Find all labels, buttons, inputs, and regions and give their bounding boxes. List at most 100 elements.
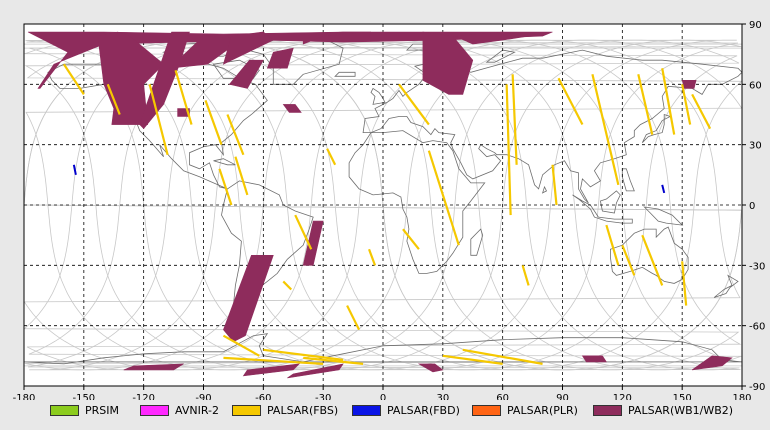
x-tick-label: 150 <box>673 393 692 400</box>
swath-fbs <box>222 334 260 357</box>
legend-item: PALSAR(PLR) <box>472 403 578 417</box>
swath-fbs <box>462 348 543 365</box>
swath-wb <box>266 47 294 69</box>
swath-fbs <box>346 305 361 331</box>
swath-fbs <box>226 114 245 156</box>
legend-item: PALSAR(FBS) <box>232 403 338 417</box>
swath-fbs <box>204 100 223 146</box>
coast-africa <box>348 130 486 274</box>
legend-label: PALSAR(PLR) <box>507 403 578 417</box>
swath-wb <box>223 255 274 343</box>
swath-wb <box>581 355 607 363</box>
swath-wb <box>691 355 733 371</box>
y-tick-label: 30 <box>749 141 762 152</box>
swath-fbs <box>681 84 692 125</box>
swath-fbs <box>368 248 377 266</box>
swath-wb <box>302 31 372 45</box>
orbit-track <box>25 39 737 371</box>
swath-wb <box>282 104 302 113</box>
swath-fbs <box>303 356 364 365</box>
swath-fbs <box>681 261 688 306</box>
legend-label: PRSIM <box>85 403 119 417</box>
swath-wb <box>123 363 184 371</box>
swath-fbs <box>282 280 293 291</box>
swath-wb <box>422 31 474 95</box>
legend: PRSIM AVNIR-2 PALSAR(FBS) PALSAR(FBD) PALSAR… <box>0 401 770 421</box>
latitude-ticks: 90 60 30 0 -30 -60 -90 <box>742 20 765 393</box>
coast-nz <box>713 274 739 298</box>
swath-fbs <box>234 156 249 196</box>
x-tick-label: 30 <box>436 393 449 400</box>
orbit-track <box>26 39 739 371</box>
y-tick-label: -60 <box>749 322 765 333</box>
y-tick-label: 60 <box>749 80 762 91</box>
x-tick-label: -150 <box>72 393 95 400</box>
swath-fbs <box>174 69 193 125</box>
y-tick-label: -90 <box>749 382 765 393</box>
x-tick-label: 60 <box>496 393 509 400</box>
swath-wb <box>417 363 444 373</box>
swath-fbs <box>398 83 430 126</box>
coast-new-guinea <box>643 206 684 226</box>
x-tick-label: 120 <box>613 393 632 400</box>
orbit-track <box>26 39 743 371</box>
coast-australia <box>610 226 689 284</box>
legend-swatch <box>593 404 622 416</box>
swath-wb <box>242 363 301 377</box>
swath-fbs <box>621 244 636 276</box>
swath-fbs <box>218 168 233 206</box>
swath-fbs <box>106 83 121 115</box>
legend-item: PALSAR(FBD) <box>352 403 460 417</box>
coast-indonesia <box>572 194 633 224</box>
swath-wb <box>222 31 274 65</box>
coast-europe-asia <box>362 49 743 204</box>
coast-japan <box>641 113 672 143</box>
orbit-track <box>26 39 742 371</box>
coast-sri-lanka <box>541 185 548 194</box>
orbit-track <box>24 39 738 371</box>
swath-fbs <box>557 77 584 126</box>
longitude-ticks: -180 -150 -120 -90 -60 -30 0 30 60 90 120 150 180 <box>13 386 752 400</box>
legend-swatch <box>232 404 261 416</box>
graticule <box>24 24 742 386</box>
swath-fbs <box>505 84 512 216</box>
swath-fbs <box>427 150 460 246</box>
swath-fbs <box>223 356 324 365</box>
x-tick-label: -180 <box>13 393 36 400</box>
swath-fbd <box>72 164 77 176</box>
swath-fbs <box>591 74 620 186</box>
swath-fbs <box>637 74 654 135</box>
legend-label: AVNIR-2 <box>175 403 219 417</box>
legend-item: PRSIM <box>50 403 119 417</box>
swath-fbs <box>442 354 503 365</box>
swath-wb <box>287 363 344 379</box>
legend-swatch <box>352 404 381 416</box>
swath-fbs <box>148 84 169 155</box>
swath-fbs <box>402 228 420 250</box>
swath-fbs <box>263 348 344 361</box>
map-canvas: -180 -150 -120 -90 -60 -30 0 30 60 90 120 150 180 90… <box>13 20 766 400</box>
swath-fbs <box>294 214 313 250</box>
orbit-track <box>29 39 741 371</box>
y-tick-label: -30 <box>749 261 765 272</box>
observation-swaths <box>27 31 733 379</box>
y-tick-label: 0 <box>749 201 755 212</box>
coast-madagascar <box>470 228 484 256</box>
x-tick-label: 180 <box>732 393 751 400</box>
swath-fbs <box>691 93 712 130</box>
x-tick-label: 0 <box>380 393 386 400</box>
swath-fbs <box>641 234 664 286</box>
x-tick-label: -90 <box>195 393 211 400</box>
coast-novaya-zemlya <box>485 49 516 63</box>
swath-fbs <box>661 68 676 135</box>
swath-fbs <box>326 148 337 166</box>
swath-wb <box>139 31 190 130</box>
x-tick-label: 90 <box>556 393 569 400</box>
swath-wb <box>681 80 697 89</box>
swath-fbs <box>521 265 530 286</box>
swath-fbs <box>511 74 518 165</box>
x-tick-label: -30 <box>315 393 331 400</box>
y-tick-label: 90 <box>749 20 762 31</box>
legend-swatch <box>140 404 169 416</box>
x-tick-label: -120 <box>132 393 155 400</box>
